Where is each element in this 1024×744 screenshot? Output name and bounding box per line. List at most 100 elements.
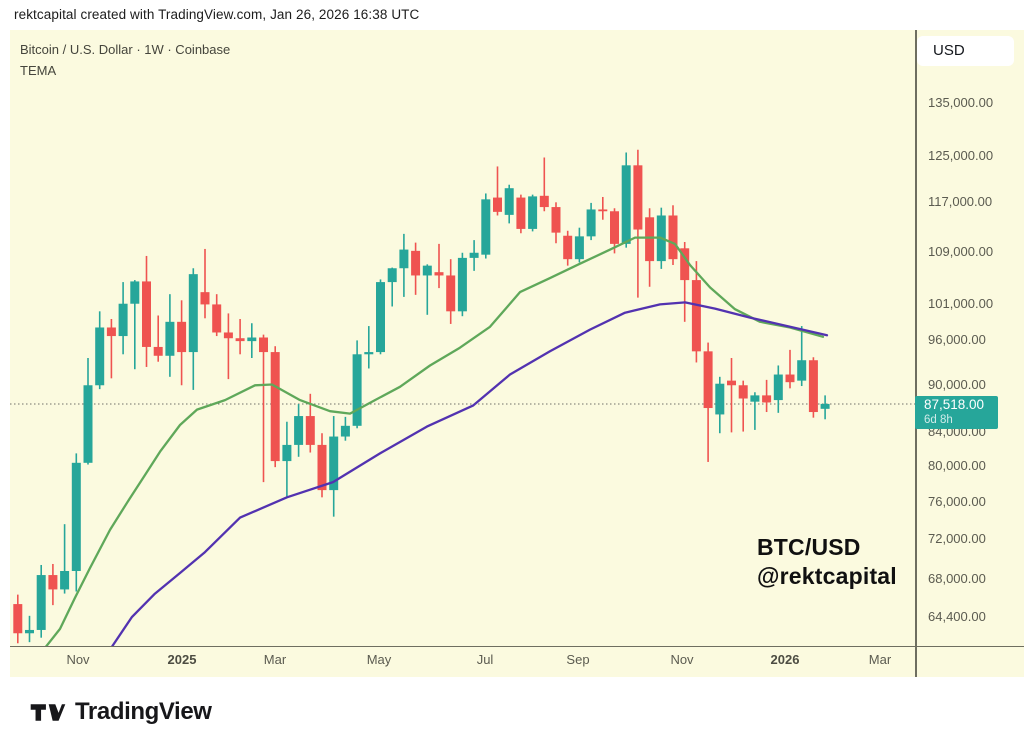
- symbol-legend[interactable]: Bitcoin / U.S. Dollar · 1W · Coinbase: [20, 42, 231, 57]
- badge-price: 87,518.00: [924, 397, 985, 412]
- candle: [703, 351, 713, 409]
- price-label: 80,000.00: [928, 458, 986, 474]
- candle: [773, 374, 783, 401]
- price-label: 125,000.00: [928, 148, 994, 164]
- candle: [574, 236, 584, 260]
- candle: [399, 249, 409, 269]
- candle: [504, 188, 514, 215]
- candle: [762, 395, 772, 403]
- tv-logo-text: TradingView: [75, 698, 212, 725]
- candle: [633, 165, 643, 230]
- ma-line-fast: [45, 236, 825, 646]
- chart-panel: Bitcoin / U.S. Dollar · 1W · Coinbase TE…: [10, 30, 1024, 677]
- candle: [563, 235, 573, 260]
- time-label: Jul: [476, 652, 494, 667]
- attribution-text: rektcapital created with TradingView.com…: [14, 7, 420, 22]
- time-axis-separator: [10, 645, 1024, 647]
- watermark-line1: BTC/USD: [757, 534, 861, 560]
- candle: [223, 332, 233, 339]
- candle: [25, 629, 34, 634]
- watermark: BTC/USD @rektcapital: [757, 533, 897, 591]
- candle: [305, 416, 315, 445]
- time-label: 2025: [167, 652, 197, 667]
- candle: [528, 196, 538, 229]
- tv-logo-icon: [30, 703, 66, 721]
- candle: [516, 197, 526, 229]
- ma-line-slow: [111, 301, 829, 646]
- price-label: 109,000.00: [928, 243, 994, 259]
- candle: [317, 444, 327, 491]
- candle: [715, 383, 725, 415]
- candle: [411, 250, 421, 276]
- candle: [188, 274, 198, 353]
- candle: [282, 444, 292, 462]
- candle: [610, 211, 619, 244]
- time-label: Mar: [263, 652, 287, 667]
- candle: [434, 272, 444, 276]
- candle: [36, 575, 46, 630]
- candle: [820, 403, 830, 409]
- price-label: 117,000.00: [928, 194, 993, 210]
- candle: [364, 352, 374, 355]
- candle: [95, 327, 105, 386]
- candle: [130, 281, 140, 304]
- candle: [259, 337, 268, 353]
- candle: [785, 374, 795, 383]
- candle: [177, 321, 187, 353]
- candle: [153, 346, 163, 356]
- price-badge: 87,518.00 6d 8h: [915, 396, 998, 429]
- candle: [48, 575, 58, 590]
- time-label: Sep: [566, 652, 590, 667]
- candle: [294, 416, 304, 445]
- price-label: 68,000.00: [928, 571, 986, 587]
- candle: [551, 207, 561, 233]
- candle: [446, 275, 456, 312]
- candle: [270, 352, 280, 462]
- candle: [481, 199, 491, 255]
- candle: [329, 436, 339, 491]
- candle: [808, 360, 818, 413]
- candle: [247, 337, 257, 342]
- candle: [352, 354, 362, 426]
- candle: [235, 338, 245, 342]
- candle: [738, 385, 748, 399]
- currency-button[interactable]: USD: [917, 36, 1014, 66]
- price-label: 64,400.00: [928, 608, 986, 624]
- chart-canvas[interactable]: [10, 30, 1024, 646]
- price-label: 135,000.00: [928, 94, 994, 110]
- candle: [680, 248, 690, 281]
- candle: [60, 571, 70, 590]
- candle: [457, 257, 467, 312]
- indicator-legend[interactable]: TEMA: [20, 63, 57, 78]
- time-label: Nov: [66, 652, 90, 667]
- candle: [493, 197, 502, 212]
- price-label: 76,000.00: [928, 493, 986, 509]
- watermark-line2: @rektcapital: [757, 563, 897, 589]
- time-label: 2026: [770, 652, 800, 667]
- time-label: Nov: [670, 652, 694, 667]
- candle: [797, 360, 807, 381]
- candle: [621, 165, 631, 244]
- candle: [13, 604, 23, 634]
- tradingview-logo[interactable]: TradingView: [30, 698, 212, 726]
- time-label: Mar: [868, 652, 892, 667]
- candle: [750, 395, 760, 402]
- candle: [645, 217, 655, 262]
- candle: [118, 303, 128, 337]
- price-label: 96,000.00: [928, 331, 986, 347]
- candle: [106, 327, 116, 337]
- candle: [142, 281, 151, 347]
- chart-legend: Bitcoin / U.S. Dollar · 1W · Coinbase TE…: [20, 39, 230, 81]
- candle: [376, 282, 385, 353]
- time-label: May: [366, 652, 392, 667]
- badge-countdown: 6d 8h: [924, 414, 953, 426]
- candle: [422, 265, 432, 276]
- candle: [598, 209, 608, 212]
- candle: [586, 209, 596, 237]
- candle: [340, 425, 350, 437]
- candle: [165, 321, 175, 356]
- price-label: 90,000.00: [928, 376, 986, 392]
- price-label: 101,000.00: [928, 296, 994, 312]
- candle: [83, 385, 93, 463]
